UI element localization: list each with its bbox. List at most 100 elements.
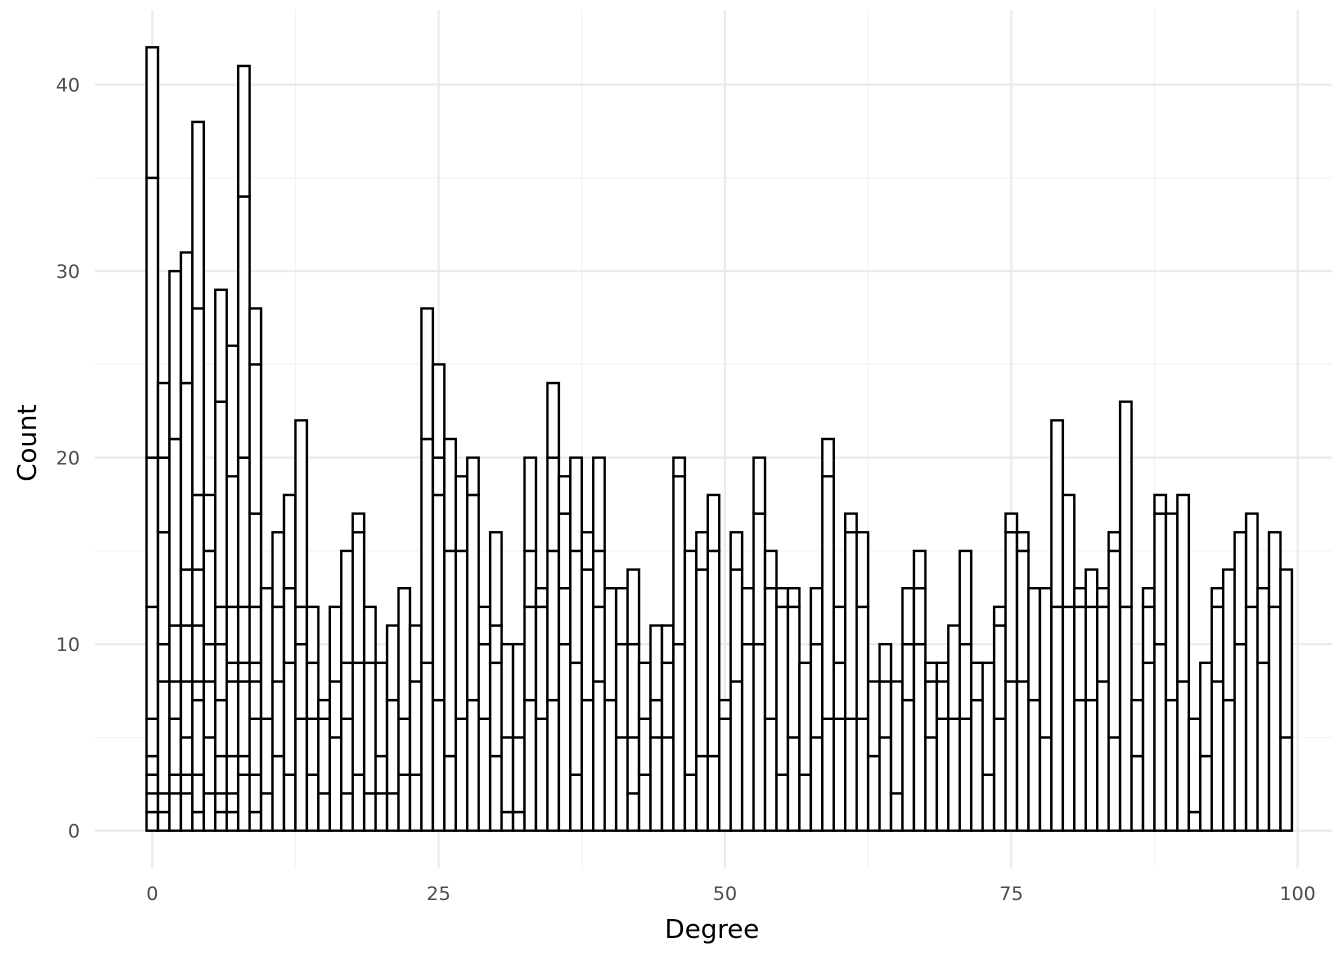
histogram-bar-segment bbox=[672, 456, 687, 478]
histogram-bar-segment bbox=[546, 456, 561, 553]
histogram-bar-segment bbox=[305, 773, 320, 832]
histogram-bar-segment bbox=[225, 754, 240, 795]
histogram-bar-segment bbox=[236, 456, 251, 609]
histogram-bar-segment bbox=[821, 437, 835, 478]
histogram-bar-segment bbox=[706, 493, 721, 553]
histogram-bar-segment bbox=[1130, 698, 1145, 758]
histogram-bar-segment bbox=[626, 792, 641, 832]
histogram-bar-segment bbox=[1279, 736, 1294, 832]
histogram-bar-segment bbox=[385, 792, 400, 832]
histogram-bar-segment bbox=[1095, 605, 1110, 683]
histogram-bar-segment bbox=[569, 549, 583, 665]
histogram-bar-segment bbox=[557, 475, 572, 515]
histogram-bar-segment bbox=[557, 587, 572, 646]
histogram-bar-segment bbox=[294, 642, 309, 720]
histogram-bar-segment bbox=[878, 642, 893, 683]
histogram-bar-segment bbox=[168, 773, 183, 795]
y-tick-label: 30 bbox=[56, 261, 80, 283]
histogram-bar-segment bbox=[351, 531, 366, 665]
histogram-bar-segment bbox=[1130, 754, 1145, 832]
histogram-bar-segment bbox=[500, 810, 515, 832]
histogram-bar-segment bbox=[958, 717, 973, 832]
histogram-bar-segment bbox=[1221, 698, 1236, 832]
histogram-bar-segment bbox=[236, 605, 251, 665]
histogram-bar-segment bbox=[534, 587, 549, 609]
histogram-bar-segment bbox=[752, 512, 767, 646]
histogram-bar-segment bbox=[935, 661, 950, 683]
x-tick-label: 0 bbox=[146, 883, 158, 905]
histogram-bar-segment bbox=[1095, 587, 1110, 609]
histogram-bar-segment bbox=[798, 661, 813, 776]
histogram-bar-segment bbox=[328, 680, 343, 739]
histogram-bar-segment bbox=[901, 642, 916, 702]
histogram-bar-segment bbox=[214, 792, 228, 814]
histogram-bar-segment bbox=[202, 736, 217, 795]
histogram-bar-segment bbox=[866, 754, 881, 832]
histogram-bar-segment bbox=[408, 680, 423, 776]
histogram-bar-segment bbox=[775, 587, 790, 609]
histogram-bar-segment bbox=[1038, 587, 1053, 739]
histogram-bar-segment bbox=[191, 624, 206, 683]
histogram-bar-segment bbox=[1244, 512, 1259, 609]
histogram-bar-segment bbox=[454, 475, 469, 553]
histogram-bar-segment bbox=[569, 456, 583, 553]
histogram-bar-segment bbox=[191, 493, 206, 571]
histogram-bar-segment bbox=[248, 773, 263, 814]
histogram-bar-segment bbox=[282, 661, 297, 776]
histogram-bar-segment bbox=[362, 661, 377, 795]
histogram-bar-segment bbox=[294, 605, 309, 646]
histogram-bar-segment bbox=[695, 754, 709, 832]
histogram-bar-segment bbox=[294, 419, 309, 609]
histogram-bar-segment bbox=[305, 661, 320, 720]
histogram-bar-segment bbox=[523, 456, 538, 553]
histogram-bar-segment bbox=[912, 587, 927, 646]
histogram-bar-segment bbox=[821, 717, 835, 832]
histogram-bar-segment bbox=[1176, 493, 1191, 683]
histogram-bar-segment bbox=[191, 698, 206, 776]
x-tick-label: 25 bbox=[427, 883, 451, 905]
histogram-bar-segment bbox=[603, 698, 618, 832]
histogram-bar-segment bbox=[637, 717, 652, 776]
histogram-bar-segment bbox=[248, 810, 263, 832]
histogram-bar-segment bbox=[844, 717, 858, 832]
histogram-bar-segment bbox=[580, 568, 595, 702]
histogram-bar-segment bbox=[592, 680, 606, 832]
histogram-bar-segment bbox=[1004, 531, 1019, 683]
histogram-bar-segment bbox=[397, 773, 412, 832]
histogram-bar-segment bbox=[145, 46, 160, 180]
x-tick-label: 100 bbox=[1280, 883, 1316, 905]
histogram-bar-segment bbox=[248, 512, 263, 609]
histogram-bar-segment bbox=[786, 587, 801, 609]
histogram-bar-segment bbox=[191, 773, 206, 814]
histogram-bar-segment bbox=[947, 717, 961, 832]
histogram-bar-segment bbox=[1164, 698, 1179, 832]
histogram-bar-segment bbox=[729, 680, 744, 832]
histogram-bar-segment bbox=[248, 605, 263, 665]
histogram-bar-segment bbox=[1187, 810, 1202, 832]
histogram-bar-segment bbox=[362, 605, 377, 665]
histogram-bar-segment bbox=[202, 493, 217, 553]
histogram-bar-segment bbox=[1256, 661, 1271, 832]
histogram-bar-segment bbox=[534, 605, 549, 720]
histogram-bar-segment bbox=[488, 531, 503, 627]
histogram-bar-segment bbox=[844, 512, 858, 534]
histogram-bar-segment bbox=[305, 717, 320, 776]
histogram-bar-segment bbox=[935, 717, 950, 832]
histogram-bar-segment bbox=[248, 363, 263, 515]
histogram-bar-segment bbox=[912, 642, 927, 832]
y-tick-label: 20 bbox=[56, 448, 80, 470]
histogram-bar-segment bbox=[431, 363, 446, 459]
histogram-bar-segment bbox=[706, 549, 721, 758]
histogram-bar-segment bbox=[614, 587, 629, 646]
histogram-bar-segment bbox=[958, 549, 973, 646]
histogram-bar-segment bbox=[878, 736, 893, 832]
histogram-bar-segment bbox=[225, 344, 240, 478]
histogram-bar-segment bbox=[523, 605, 538, 702]
histogram-bar-segment bbox=[1164, 512, 1179, 702]
histogram-bar-segment bbox=[248, 661, 263, 683]
histogram-bar-segment bbox=[809, 642, 824, 739]
histogram-bar-segment bbox=[317, 717, 332, 795]
y-axis-title: Count bbox=[13, 404, 43, 481]
histogram-bar-segment bbox=[1153, 512, 1168, 646]
